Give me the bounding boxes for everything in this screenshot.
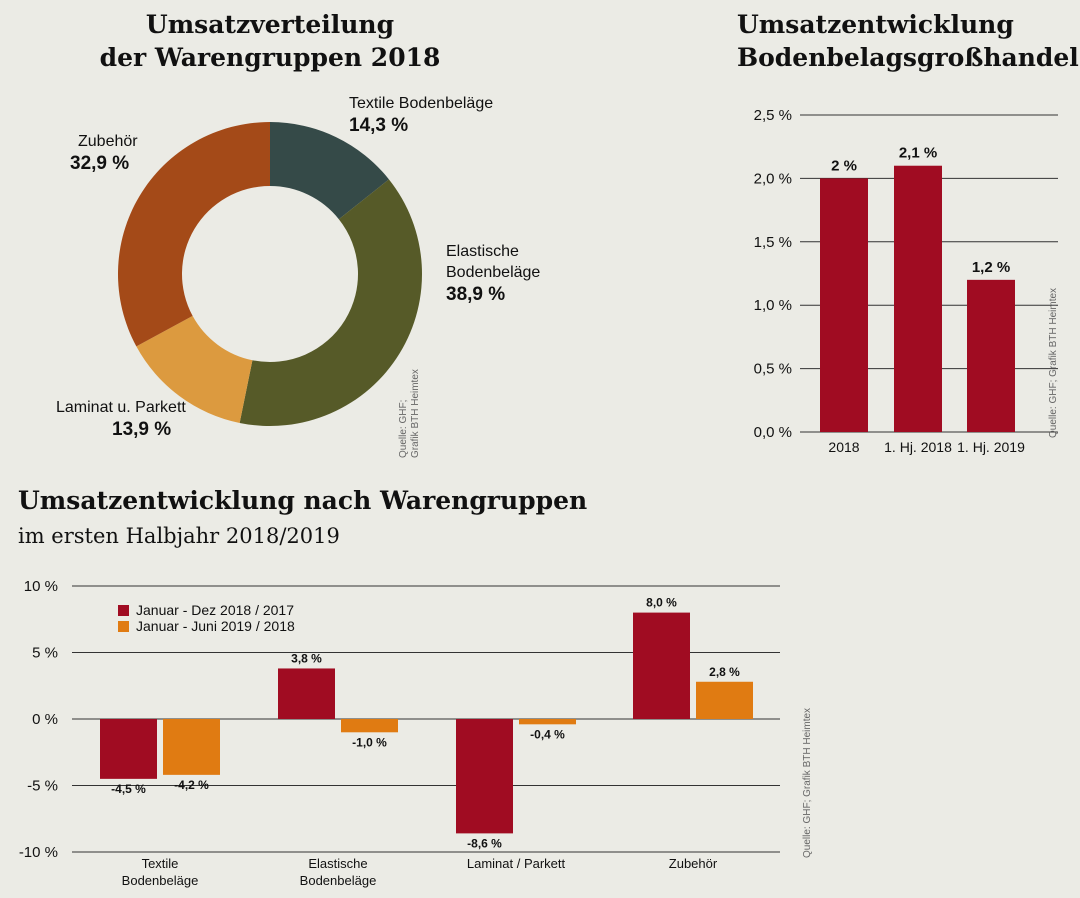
donut-value-label: 32,9 % xyxy=(70,153,129,174)
y-tick-label: 2,0 % xyxy=(754,170,792,187)
bar-title-line: Umsatzentwicklung xyxy=(737,10,1014,39)
x-tick-label: 1. Hj. 2018 xyxy=(884,439,952,455)
bar-title-line: Bodenbelagsgroßhandel xyxy=(737,43,1079,72)
group-chart-title: Umsatzentwicklung nach Warengruppen xyxy=(18,486,588,515)
donut-label: Zubehör xyxy=(78,133,138,150)
y-tick-label: 1,5 % xyxy=(754,234,792,251)
y-tick-label: 5 % xyxy=(32,645,58,662)
bar xyxy=(894,165,942,432)
bar xyxy=(278,668,335,719)
x-tick-label: Laminat / Parkett xyxy=(467,856,566,871)
x-tick-label: Bodenbeläge xyxy=(122,873,199,888)
bar xyxy=(163,719,220,775)
source-line: Grafik BTH Heimtex xyxy=(410,369,421,458)
x-tick-label: Bodenbeläge xyxy=(300,873,377,888)
bar-value-label: -1,0 % xyxy=(352,735,387,749)
y-tick-label: 0,5 % xyxy=(754,361,792,378)
x-tick-label: Textile xyxy=(142,856,179,871)
legend-label: Januar - Juni 2019 / 2018 xyxy=(136,618,295,634)
bar xyxy=(696,681,753,719)
bar-value-label: -4,2 % xyxy=(174,778,209,792)
bar xyxy=(100,719,157,779)
bar xyxy=(341,719,398,733)
bar-value-label: 1,2 % xyxy=(972,259,1010,276)
donut-title-line: der Warengruppen 2018 xyxy=(99,43,441,72)
y-tick-label: 0,0 % xyxy=(754,424,792,441)
donut-source: Quelle: GHF; Grafik BTH Heimtex xyxy=(398,369,422,458)
bar xyxy=(633,612,690,719)
donut-value-label: 13,9 % xyxy=(112,419,171,440)
bar-value-label: 2,8 % xyxy=(709,665,740,679)
group-chart-source: Quelle: GHF; Grafik BTH Heimtex xyxy=(802,707,813,858)
donut-slice xyxy=(270,122,389,220)
group-chart-subtitle: im ersten Halbjahr 2018/2019 xyxy=(18,524,340,548)
donut-value-label: 14,3 % xyxy=(349,115,408,136)
donut-label: Textile Bodenbeläge xyxy=(349,95,493,112)
y-tick-label: 1,0 % xyxy=(754,297,792,314)
bar-value-label: 2,1 % xyxy=(899,145,937,162)
y-tick-label: -5 % xyxy=(27,778,58,795)
bar-value-label: -4,5 % xyxy=(111,782,146,796)
bar xyxy=(519,719,576,725)
donut-label: Elastische xyxy=(446,243,519,260)
x-tick-label: 1. Hj. 2019 xyxy=(957,439,1025,455)
donut-title: Umsatzverteilung der Warengruppen 2018 xyxy=(0,8,540,74)
y-tick-label: 0 % xyxy=(32,711,58,728)
bar xyxy=(456,719,513,834)
bar-value-label: 8,0 % xyxy=(646,596,677,610)
bar-value-label: 3,8 % xyxy=(291,651,322,665)
x-tick-label: 2018 xyxy=(828,439,859,455)
bar-value-label: -0,4 % xyxy=(530,727,565,741)
donut-value-label: 38,9 % xyxy=(446,284,505,305)
donut-label: Bodenbeläge xyxy=(446,264,540,281)
bar-value-label: -8,6 % xyxy=(467,836,502,850)
y-tick-label: 2,5 % xyxy=(754,107,792,124)
legend-swatch xyxy=(118,605,129,616)
bar-title: Umsatzentwicklung Bodenbelagsgroßhandel xyxy=(737,8,1079,74)
y-tick-label: -10 % xyxy=(19,844,58,861)
donut-slice xyxy=(136,315,253,423)
bar xyxy=(967,279,1015,432)
legend-label: Januar - Dez 2018 / 2017 xyxy=(136,602,294,618)
x-tick-label: Zubehör xyxy=(669,856,718,871)
legend-swatch xyxy=(118,621,129,632)
x-tick-label: Elastische xyxy=(308,856,367,871)
bar-source: Quelle: GHF; Grafik BTH Heimtex xyxy=(1048,287,1059,438)
bar xyxy=(820,178,868,432)
donut-title-line: Umsatzverteilung xyxy=(145,10,395,39)
y-tick-label: 10 % xyxy=(24,578,58,595)
donut-slice xyxy=(239,179,422,426)
donut-slice xyxy=(117,122,271,347)
bar-value-label: 2 % xyxy=(831,157,857,174)
source-line: Quelle: GHF; xyxy=(398,399,409,458)
donut-label: Laminat u. Parkett xyxy=(56,399,186,416)
